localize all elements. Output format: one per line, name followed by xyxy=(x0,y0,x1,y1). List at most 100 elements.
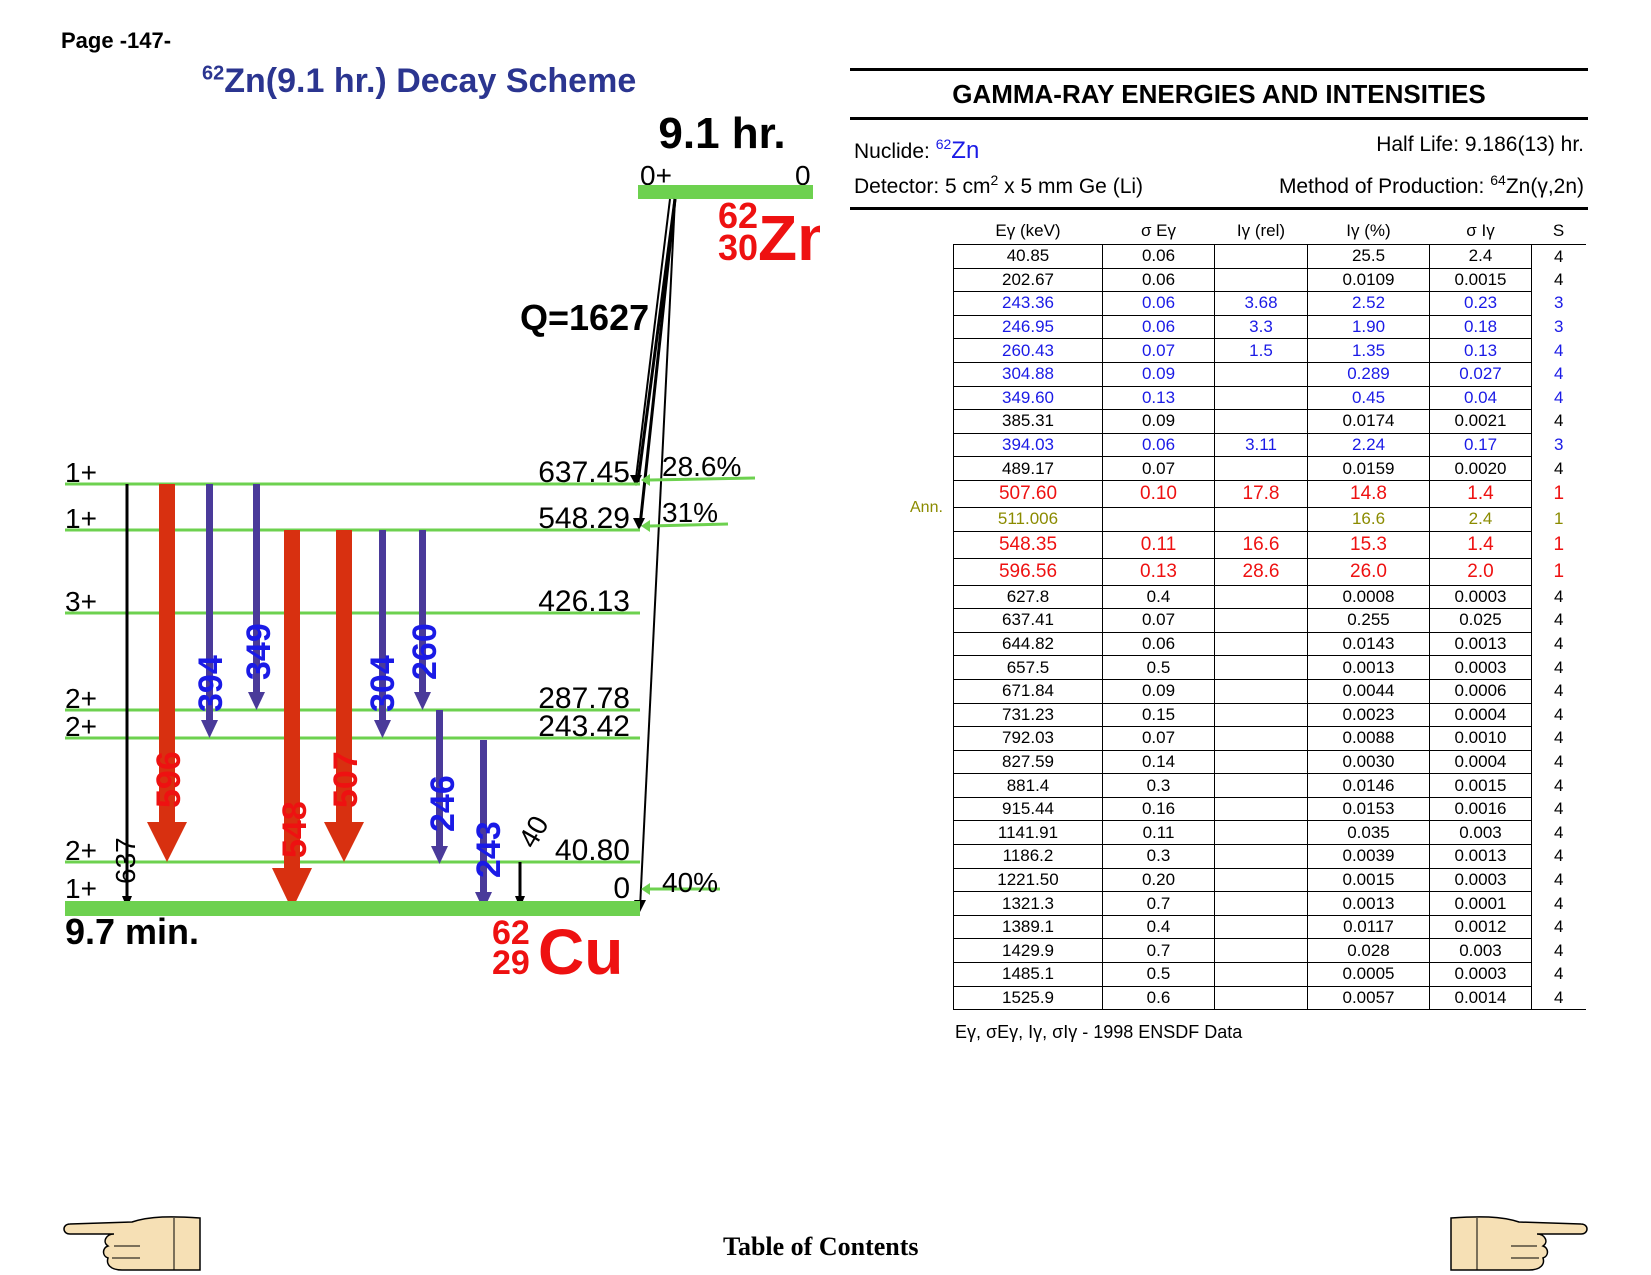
table-row: 1141.91 0.11 0.035 0.003 4 xyxy=(953,820,1586,846)
table-cell-si: 2.4 xyxy=(1429,244,1532,269)
table-cell-s: 4 xyxy=(1531,868,1586,892)
level-spin: 1+ xyxy=(65,503,97,534)
table-cell-e: 243.36 xyxy=(953,291,1103,316)
table-cell-irel xyxy=(1214,867,1308,893)
beta-arrowhead-548 xyxy=(633,518,645,530)
table-cell-se: 0.13 xyxy=(1102,557,1215,586)
table-row: 596.56 0.13 28.6 26.0 2.0 1 xyxy=(953,557,1586,586)
table-cell-se: 0.15 xyxy=(1102,702,1215,728)
table-cell-si: 0.13 xyxy=(1429,338,1532,363)
table-cell-ipct: 14.8 xyxy=(1307,479,1430,508)
table-cell-s: 4 xyxy=(1531,773,1586,798)
table-cell-e: 637.41 xyxy=(953,608,1103,633)
table-row: 349.60 0.13 0.45 0.04 4 xyxy=(953,385,1586,411)
table-cell-irel: 1.5 xyxy=(1214,338,1308,363)
table-row: 792.03 0.07 0.0088 0.0010 4 xyxy=(953,726,1586,751)
table-cell-s: 4 xyxy=(1531,820,1586,845)
table-cell-ipct: 0.0015 xyxy=(1307,867,1430,893)
nuclide-mass: 62 xyxy=(935,136,952,152)
table-cell-e: 1221.50 xyxy=(953,867,1103,893)
table-cell-irel xyxy=(1214,608,1308,633)
annihilation-label: Ann. xyxy=(910,498,943,516)
table-cell-ipct: 0.0023 xyxy=(1307,702,1430,728)
table-cell-e: 671.84 xyxy=(953,678,1103,704)
feeding-line-637 xyxy=(649,476,756,482)
table-cell-si: 0.0021 xyxy=(1429,409,1532,434)
nuclide-symbol: Zn xyxy=(951,137,980,164)
table-row: 1221.50 0.20 0.0015 0.0003 4 xyxy=(953,867,1586,893)
table-cell-ipct: 0.0030 xyxy=(1307,749,1430,775)
table-cell-irel xyxy=(1214,702,1308,728)
title-element: Zn xyxy=(224,62,266,100)
table-row: 548.35 0.11 16.6 15.3 1.4 1 xyxy=(953,530,1586,559)
table-row: 489.17 0.07 0.0159 0.0020 4 xyxy=(953,456,1586,481)
table-cell-e: 1321.3 xyxy=(953,891,1103,916)
table-cell-se: 0.4 xyxy=(1102,914,1215,940)
table-cell-e: 1186.2 xyxy=(953,844,1103,869)
table-cell-se: 0.06 xyxy=(1102,244,1215,269)
table-cell-s: 4 xyxy=(1531,750,1586,774)
table-cell-si: 0.0013 xyxy=(1429,631,1532,657)
table-row: 827.59 0.14 0.0030 0.0004 4 xyxy=(953,749,1586,775)
table-cell-irel: 3.3 xyxy=(1214,314,1308,340)
table-cell-irel: 28.6 xyxy=(1214,557,1308,586)
table-cell-se: 0.3 xyxy=(1102,844,1215,869)
q-value: Q=1627 xyxy=(520,297,649,338)
table-cell-s: 4 xyxy=(1531,585,1586,609)
table-cell-ipct: 15.3 xyxy=(1307,530,1430,559)
table-cell-e: 596.56 xyxy=(953,557,1103,586)
table-cell-irel: 17.8 xyxy=(1214,479,1308,508)
table-cell-si: 0.0004 xyxy=(1429,749,1532,775)
table-cell-e: 511.006 xyxy=(953,506,1103,532)
table-cell-irel xyxy=(1214,655,1308,680)
table-cell-ipct: 0.0057 xyxy=(1307,985,1430,1011)
table-cell-ipct: 0.0143 xyxy=(1307,631,1430,657)
table-cell-si: 2.4 xyxy=(1429,506,1532,532)
table-cell-ipct: 0.289 xyxy=(1307,361,1430,387)
table-cell-e: 731.23 xyxy=(953,702,1103,728)
table-cell-e: 489.17 xyxy=(953,456,1103,481)
detector-sup: 2 xyxy=(990,172,999,188)
table-cell-si: 0.0015 xyxy=(1429,267,1532,293)
pointing-hand-left-icon[interactable] xyxy=(62,1212,202,1274)
table-cell-e: 1429.9 xyxy=(953,938,1103,964)
table-cell-se: 0.07 xyxy=(1102,726,1215,751)
table-row: 1186.2 0.3 0.0039 0.0013 4 xyxy=(953,844,1586,869)
daughter-halflife: 9.7 min. xyxy=(65,911,199,952)
table-cell-irel xyxy=(1214,844,1308,869)
table-cell-ipct: 0.0005 xyxy=(1307,962,1430,987)
table-cell-e: 1389.1 xyxy=(953,914,1103,940)
table-cell-s: 4 xyxy=(1531,797,1586,821)
nuclide-field: Nuclide: 62Zn xyxy=(854,130,979,166)
table-cell-se: 0.07 xyxy=(1102,608,1215,633)
level-spin: 2+ xyxy=(65,835,97,866)
table-cell-s: 4 xyxy=(1531,338,1586,363)
table-row: 671.84 0.09 0.0044 0.0006 4 xyxy=(953,678,1586,704)
table-footnote: Eγ, σEγ, Iγ, σIγ - 1998 ENSDF Data xyxy=(955,1022,1242,1043)
level-energy: 0 xyxy=(613,872,630,905)
table-cell-si: 0.23 xyxy=(1429,291,1532,316)
table-cell-irel: 16.6 xyxy=(1214,530,1308,559)
table-cell-si: 0.17 xyxy=(1429,432,1532,458)
table-cell-si: 0.0010 xyxy=(1429,726,1532,751)
table-cell-e: 507.60 xyxy=(953,479,1103,508)
table-of-contents-link[interactable]: Table of Contents xyxy=(723,1232,919,1261)
gamma-arrow-304 xyxy=(379,530,386,722)
level-energy: 287.78 xyxy=(538,682,630,715)
table-cell-se: 0.11 xyxy=(1102,820,1215,846)
table-cell-irel xyxy=(1214,891,1308,916)
table-cell-ipct: 0.0044 xyxy=(1307,678,1430,704)
gamma-arrow-548 xyxy=(284,530,300,872)
gamma-label-507: 507 xyxy=(327,751,365,808)
table-cell-si: 0.025 xyxy=(1429,608,1532,633)
table-row: 394.03 0.06 3.11 2.24 0.17 3 xyxy=(953,432,1586,458)
table-cell-irel xyxy=(1214,914,1308,940)
col-header-energy: Eγ (keV) xyxy=(995,221,1061,240)
table-cell-se: 0.06 xyxy=(1102,291,1215,316)
table-cell-si: 1.4 xyxy=(1429,530,1532,559)
table-cell-ipct: 16.6 xyxy=(1307,506,1430,532)
table-cell-s: 1 xyxy=(1531,480,1586,508)
pointing-hand-right-icon[interactable] xyxy=(1449,1212,1589,1274)
level-energy: 426.13 xyxy=(538,585,630,618)
nuclide-label: Nuclide: xyxy=(854,140,930,163)
